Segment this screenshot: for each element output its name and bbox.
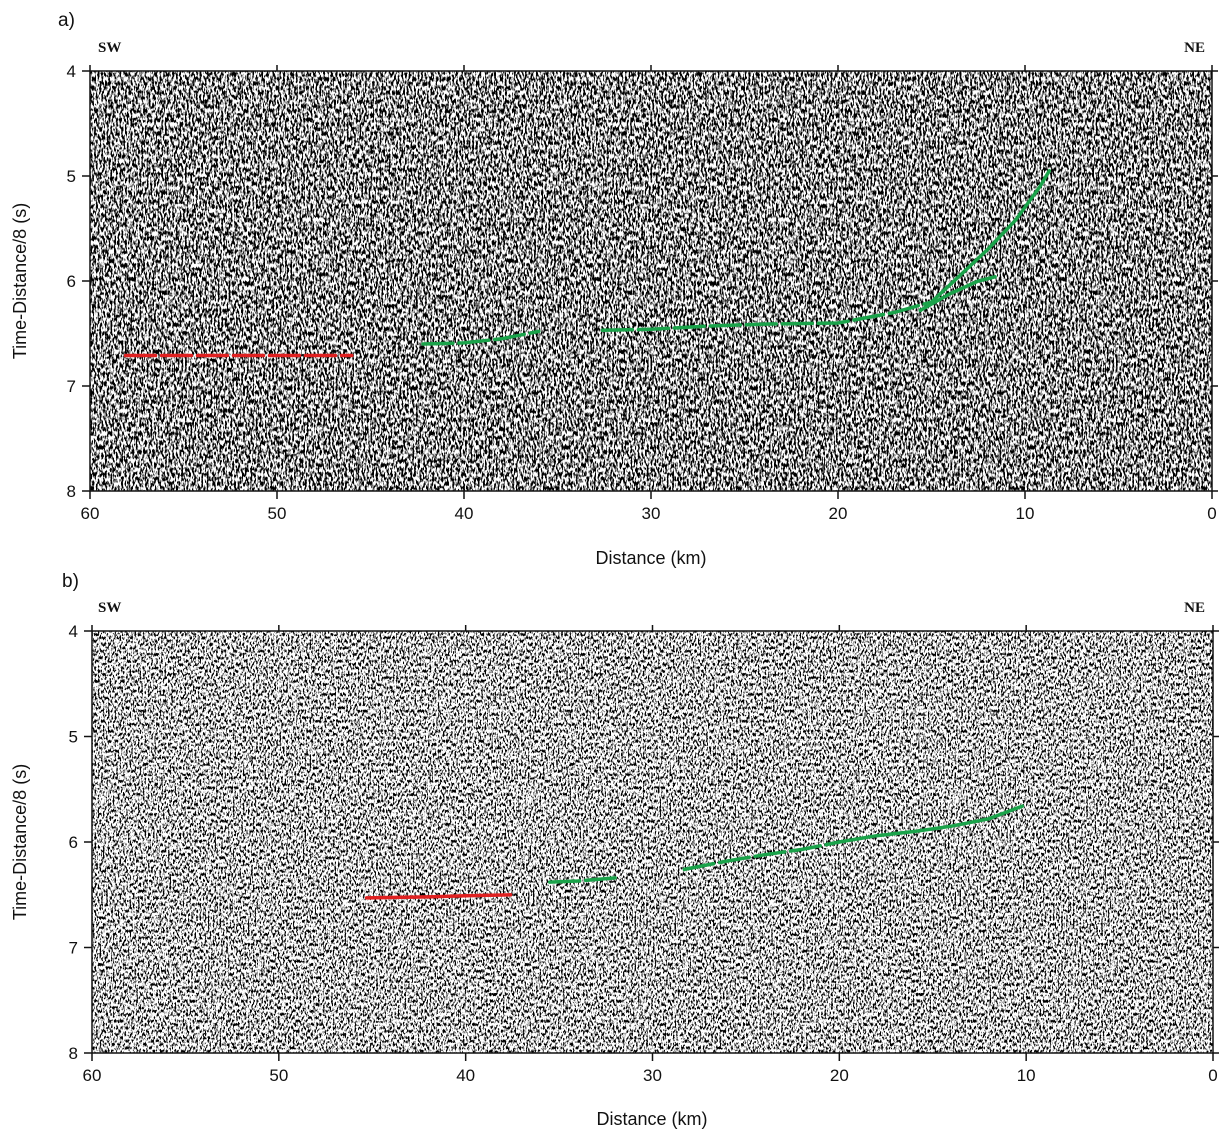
panel-b-label: b) <box>62 571 79 592</box>
panel-b-x-tick-label: 40 <box>456 1066 475 1085</box>
panel-b-series-2-line <box>682 840 842 872</box>
panel-b-x-axis-label: Distance (km) <box>596 1109 707 1129</box>
panel-a-y-tick-label: 6 <box>67 272 76 291</box>
panel-b-x-tick-label: 0 <box>1208 1066 1217 1085</box>
panel-a-marks <box>123 169 1052 358</box>
panel-a-y-tick-label: 5 <box>67 167 76 186</box>
panel-b-x-tick-label: 50 <box>269 1066 288 1085</box>
panel-b-x-tick-label: 20 <box>830 1066 849 1085</box>
panel-b-direction-left: SW <box>98 600 121 616</box>
panel-b-x-tick-label: 30 <box>643 1066 662 1085</box>
panel-a: a) SW NE 60 50 40 30 20 10 0 4 5 6 7 8 Distance (km… <box>10 10 1218 568</box>
panel-a-seismic-background <box>90 71 1212 491</box>
panel-a-x-tick-label: 10 <box>1016 504 1035 523</box>
panel-b-x-tick-label: 60 <box>83 1066 102 1085</box>
panel-b-marks <box>364 804 1025 900</box>
panel-b-y-tick-label: 4 <box>69 622 78 641</box>
panel-a-series-1-line <box>421 329 541 346</box>
panel-a-y-tick-label: 4 <box>67 62 76 81</box>
panel-a-direction-right: NE <box>1184 40 1205 56</box>
panel-b-series-0-line <box>364 893 513 900</box>
panel-b-series-1-line <box>547 876 617 884</box>
panel-a-label: a) <box>58 10 75 31</box>
panel-b-y-tick-label: 5 <box>69 728 78 747</box>
panel-a-y-axis-label: Time-Distance/8 (s) <box>10 203 30 359</box>
panel-b-y-axis-label: Time-Distance/8 (s) <box>10 764 30 920</box>
panel-b-x-tick-label: 10 <box>1017 1066 1036 1085</box>
panel-b-y-tick-label: 8 <box>69 1044 78 1063</box>
panel-a-series-2-line <box>600 300 934 333</box>
panel-b-direction-right: NE <box>1184 600 1205 616</box>
panel-a-x-tick-label: 30 <box>642 504 661 523</box>
panel-a-x-tick-label: 0 <box>1207 504 1216 523</box>
panel-b-seismic-background <box>92 631 1213 1053</box>
panel-a-direction-left: SW <box>98 40 121 56</box>
panel-b: b) SW NE 60 50 40 30 20 10 0 4 5 6 7 8 Distance (km… <box>10 571 1219 1129</box>
panel-a-x-tick-label: 20 <box>829 504 848 523</box>
panel-b-y-tick-label: 7 <box>69 939 78 958</box>
panel-a-x-tick-label: 40 <box>455 504 474 523</box>
panel-a-y-tick-label: 8 <box>67 482 76 501</box>
panel-a-series-4-line <box>918 275 997 313</box>
panel-b-y-tick-label: 6 <box>69 833 78 852</box>
panel-a-x-axis-label: Distance (km) <box>595 548 706 568</box>
panel-a-x-tick-label: 60 <box>81 504 100 523</box>
panel-a-x-tick-label: 50 <box>268 504 287 523</box>
panel-a-axes: 60 50 40 30 20 10 0 4 5 6 7 8 <box>67 62 1218 523</box>
panel-a-y-tick-label: 7 <box>67 377 76 396</box>
panel-a-series-3-line <box>929 169 1052 304</box>
panel-b-axes: 60 50 40 30 20 10 0 4 5 6 7 8 <box>69 622 1219 1085</box>
panel-b-series-3-line <box>837 804 1025 844</box>
